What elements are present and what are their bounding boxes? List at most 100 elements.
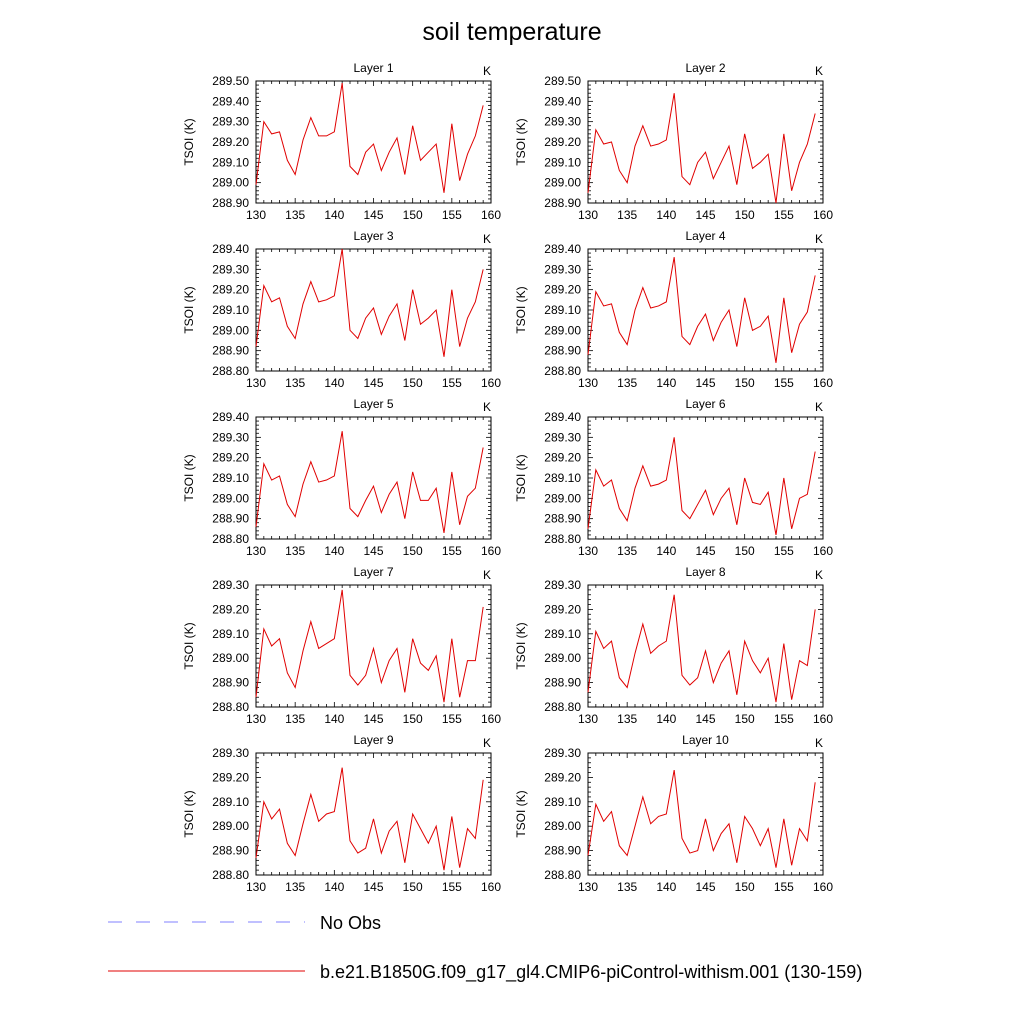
- units-label: K: [483, 64, 491, 78]
- x-tick-label: 145: [695, 880, 715, 894]
- y-axis-label: TSOI (K): [514, 454, 528, 501]
- x-tick-label: 140: [656, 880, 676, 894]
- y-tick-label: 289.30: [544, 115, 581, 129]
- x-tick-label: 130: [578, 208, 598, 222]
- x-tick-label: 130: [246, 880, 266, 894]
- chart-panel-layer-3: 130 135 140 145 150 155 160 288.80 288.90 289.00 2…: [182, 229, 501, 390]
- y-axis-label: TSOI (K): [514, 118, 528, 165]
- legend: No Obs b.e21.B1850G.f09_g17_gl4.CMIP6-pi…: [108, 913, 862, 983]
- y-axis-label: TSOI (K): [182, 790, 196, 837]
- y-tick-label: 289.20: [212, 770, 249, 784]
- y-tick-label: 289.20: [212, 451, 249, 465]
- plot-frame: [587, 80, 824, 204]
- series-line-model: [255, 248, 484, 357]
- y-axis-label: TSOI (K): [182, 622, 196, 669]
- y-tick-label: 289.20: [544, 135, 581, 149]
- x-tick-label: 150: [735, 712, 755, 726]
- x-tick-label: 130: [246, 544, 266, 558]
- x-tick-label: 140: [324, 376, 344, 390]
- series-line-model: [587, 257, 816, 363]
- y-tick-label: 288.80: [544, 700, 581, 714]
- x-tick-label: 140: [656, 712, 676, 726]
- x-tick-label: 150: [403, 376, 423, 390]
- y-axis-label: TSOI (K): [514, 286, 528, 333]
- x-tick-label: 135: [617, 544, 637, 558]
- y-tick-label: 289.40: [544, 94, 581, 108]
- units-label: K: [815, 736, 823, 750]
- y-tick-label: 289.10: [212, 303, 249, 317]
- x-tick-label: 135: [617, 208, 637, 222]
- y-tick-label: 288.80: [212, 364, 249, 378]
- x-tick-label: 130: [578, 880, 598, 894]
- y-tick-label: 289.10: [544, 471, 581, 485]
- y-tick-label: 289.10: [544, 795, 581, 809]
- x-tick-label: 135: [617, 880, 637, 894]
- x-tick-label: 140: [656, 208, 676, 222]
- x-tick-label: 150: [403, 544, 423, 558]
- x-tick-label: 150: [735, 880, 755, 894]
- y-tick-label: 289.40: [212, 94, 249, 108]
- y-tick-label: 289.40: [544, 242, 581, 256]
- y-tick-label: 288.80: [212, 532, 249, 546]
- chart-panel-layer-8: 130 135 140 145 150 155 160 288.80 288.90 289.00 2…: [514, 565, 833, 726]
- series-line-model: [587, 93, 816, 204]
- y-tick-label: 289.10: [212, 155, 249, 169]
- plot-frame: [587, 416, 824, 540]
- y-tick-label: 289.30: [212, 746, 249, 760]
- x-tick-label: 155: [774, 544, 794, 558]
- x-tick-label: 150: [403, 880, 423, 894]
- y-tick-label: 289.40: [544, 410, 581, 424]
- y-tick-label: 288.90: [544, 344, 581, 358]
- x-tick-label: 155: [774, 880, 794, 894]
- y-tick-label: 289.30: [544, 746, 581, 760]
- x-tick-label: 150: [735, 208, 755, 222]
- y-tick-label: 289.10: [544, 627, 581, 641]
- chart-panel-layer-1: 130 135 140 145 150 155 160 288.90 289.00 289.10 2…: [182, 61, 501, 222]
- y-tick-label: 289.00: [544, 491, 581, 505]
- panel-title: Layer 1: [353, 61, 393, 75]
- x-tick-label: 160: [481, 712, 501, 726]
- y-tick-label: 289.50: [544, 74, 581, 88]
- y-tick-label: 289.30: [212, 578, 249, 592]
- y-tick-label: 289.10: [212, 471, 249, 485]
- x-tick-label: 130: [578, 544, 598, 558]
- plot-frame: [255, 416, 492, 540]
- x-tick-label: 155: [774, 208, 794, 222]
- x-tick-label: 155: [442, 880, 462, 894]
- x-tick-label: 145: [695, 376, 715, 390]
- series-line-model: [587, 594, 816, 703]
- legend-label-no-obs: No Obs: [320, 913, 381, 933]
- x-tick-label: 145: [695, 208, 715, 222]
- units-label: K: [483, 568, 491, 582]
- x-tick-label: 150: [735, 376, 755, 390]
- units-label: K: [483, 232, 491, 246]
- series-line-model: [255, 589, 484, 703]
- series-line-model: [255, 82, 484, 193]
- y-tick-label: 288.80: [212, 700, 249, 714]
- x-tick-label: 135: [617, 376, 637, 390]
- units-label: K: [483, 736, 491, 750]
- y-tick-label: 289.20: [544, 283, 581, 297]
- x-tick-label: 160: [481, 880, 501, 894]
- x-tick-label: 140: [324, 208, 344, 222]
- x-tick-label: 135: [285, 712, 305, 726]
- y-tick-label: 289.00: [212, 819, 249, 833]
- x-tick-label: 160: [481, 544, 501, 558]
- x-tick-label: 160: [813, 376, 833, 390]
- y-tick-label: 289.20: [212, 602, 249, 616]
- x-tick-label: 160: [813, 712, 833, 726]
- x-tick-label: 155: [774, 376, 794, 390]
- x-tick-label: 155: [442, 712, 462, 726]
- x-tick-label: 140: [656, 544, 676, 558]
- x-tick-label: 145: [363, 712, 383, 726]
- plot-frame: [255, 752, 492, 876]
- x-tick-label: 140: [656, 376, 676, 390]
- y-axis-label: TSOI (K): [182, 118, 196, 165]
- x-tick-label: 155: [774, 712, 794, 726]
- chart-panel-layer-5: 130 135 140 145 150 155 160 288.80 288.90 289.00 2…: [182, 397, 501, 558]
- y-tick-label: 288.90: [544, 196, 581, 210]
- y-tick-label: 289.40: [212, 410, 249, 424]
- panel-title: Layer 9: [353, 733, 393, 747]
- x-tick-label: 145: [695, 544, 715, 558]
- chart-panel-layer-9: 130 135 140 145 150 155 160 288.80 288.90 289.00 2…: [182, 733, 501, 894]
